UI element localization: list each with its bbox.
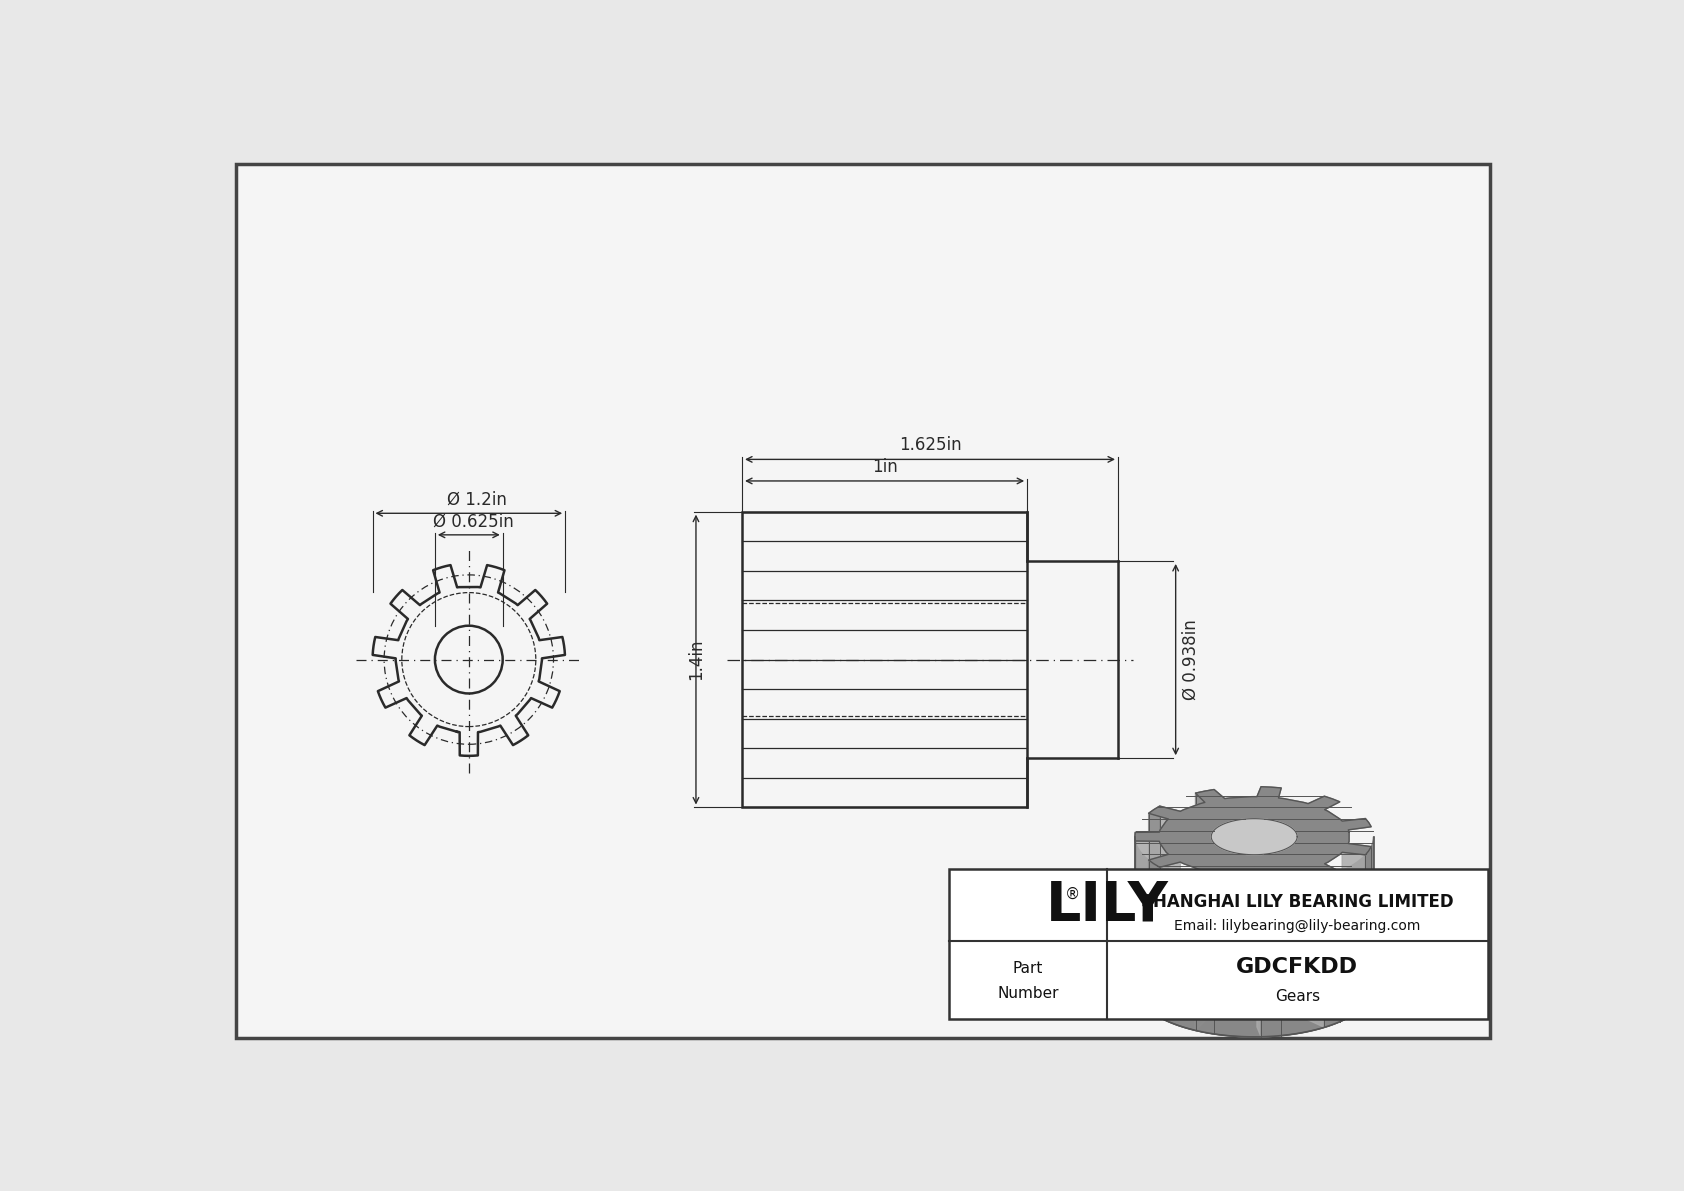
Polygon shape [1135,833,1159,983]
Text: Ø 0.938in: Ø 0.938in [1182,619,1199,700]
Text: Email: lilybearing@lily-bearing.com: Email: lilybearing@lily-bearing.com [1174,919,1421,933]
Text: 1.625in: 1.625in [899,436,962,454]
Polygon shape [1148,806,1160,964]
Bar [948,869,1487,1019]
Polygon shape [1211,968,1297,1005]
Polygon shape [1324,872,1340,1028]
Text: ®: ® [1064,887,1079,902]
Polygon shape [1135,837,1374,1037]
Text: 1in: 1in [872,457,898,475]
Text: Number: Number [997,986,1059,1002]
Polygon shape [1256,877,1261,1037]
Text: Ø 1.2in: Ø 1.2in [446,491,507,509]
Polygon shape [1196,790,1214,943]
Polygon shape [1135,787,1371,886]
Polygon shape [1342,853,1366,1005]
Polygon shape [1135,937,1374,1037]
Polygon shape [1148,860,1160,1017]
Polygon shape [1366,847,1371,1005]
Polygon shape [1308,869,1324,1028]
Polygon shape [1214,790,1224,949]
Bar [948,869,1487,1019]
Polygon shape [1211,818,1297,855]
Polygon shape [1196,880,1214,1034]
Text: Ø 0.625in: Ø 0.625in [433,512,514,530]
Polygon shape [1196,871,1206,1030]
Text: 1.4in: 1.4in [687,638,706,680]
Polygon shape [1148,854,1169,1010]
Polygon shape [1160,806,1180,961]
Text: SHANGHAI LILY BEARING LIMITED: SHANGHAI LILY BEARING LIMITED [1142,893,1453,911]
Bar [743,512,1027,807]
Text: Gears: Gears [1275,990,1320,1004]
Polygon shape [1261,885,1282,1037]
Text: LILY: LILY [1046,878,1169,933]
Text: GDCFKDD: GDCFKDD [1236,956,1359,977]
Text: Part: Part [1012,961,1042,975]
